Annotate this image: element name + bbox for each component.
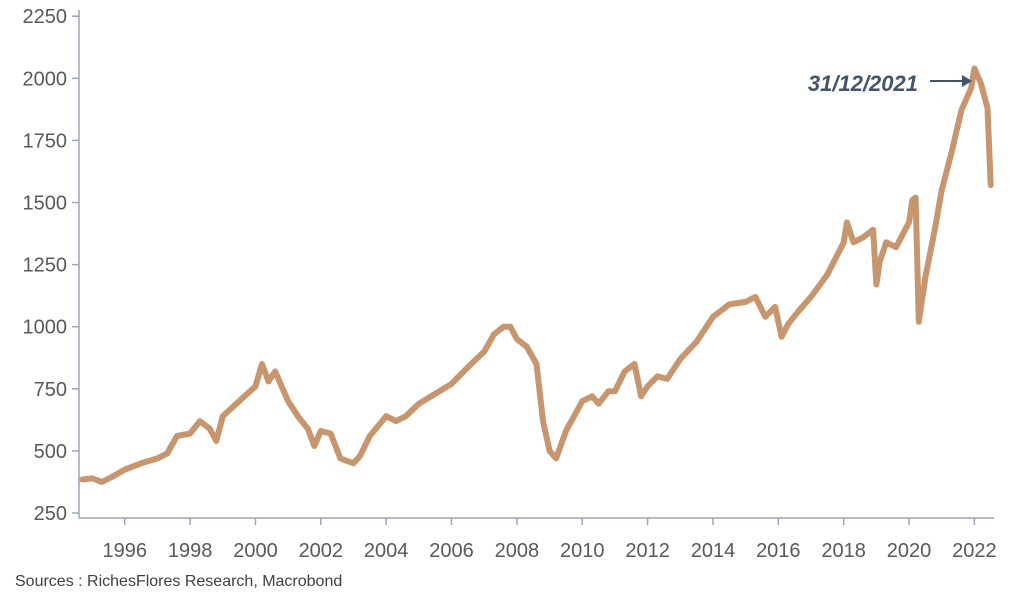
x-tick-label: 2014 [691, 540, 736, 562]
x-tick-label: 2004 [364, 540, 409, 562]
x-tick-label: 2016 [756, 540, 801, 562]
y-tick-label: 1750 [23, 130, 68, 152]
x-tick-label: 1996 [103, 540, 148, 562]
x-axis-ticks: 1996 1998 2000 2002 2004 2006 2008 2010 2012 2014… [103, 518, 997, 562]
y-tick-label: 1000 [23, 317, 68, 339]
x-tick-label: 2006 [429, 540, 474, 562]
x-tick-label: 2020 [887, 540, 932, 562]
annotation-label: 31/12/2021 [808, 71, 918, 96]
x-tick-label: 2022 [952, 540, 997, 562]
y-tick-label: 2250 [23, 6, 68, 28]
y-axis-ticks: 250 500 750 1000 1250 1500 1750 2000 2250 [23, 6, 79, 525]
x-tick-label: 2012 [625, 540, 670, 562]
y-tick-label: 500 [34, 441, 67, 463]
y-tick-label: 1500 [23, 193, 68, 215]
series-line [79, 65, 994, 485]
annotation-arrowhead [962, 75, 972, 87]
source-note: Sources : RichesFlores Research, Macrobo… [15, 573, 343, 590]
y-tick-label: 250 [34, 503, 67, 525]
x-tick-label: 2002 [299, 540, 344, 562]
x-tick-label: 2000 [233, 540, 278, 562]
date-annotation: 31/12/2021 [808, 71, 972, 96]
x-tick-label: 1998 [168, 540, 213, 562]
y-tick-label: 750 [34, 379, 67, 401]
x-tick-label: 2010 [560, 540, 605, 562]
y-tick-label: 2000 [23, 68, 68, 90]
x-tick-label: 2008 [495, 540, 540, 562]
x-tick-label: 2018 [821, 540, 866, 562]
y-tick-label: 1250 [23, 255, 68, 277]
